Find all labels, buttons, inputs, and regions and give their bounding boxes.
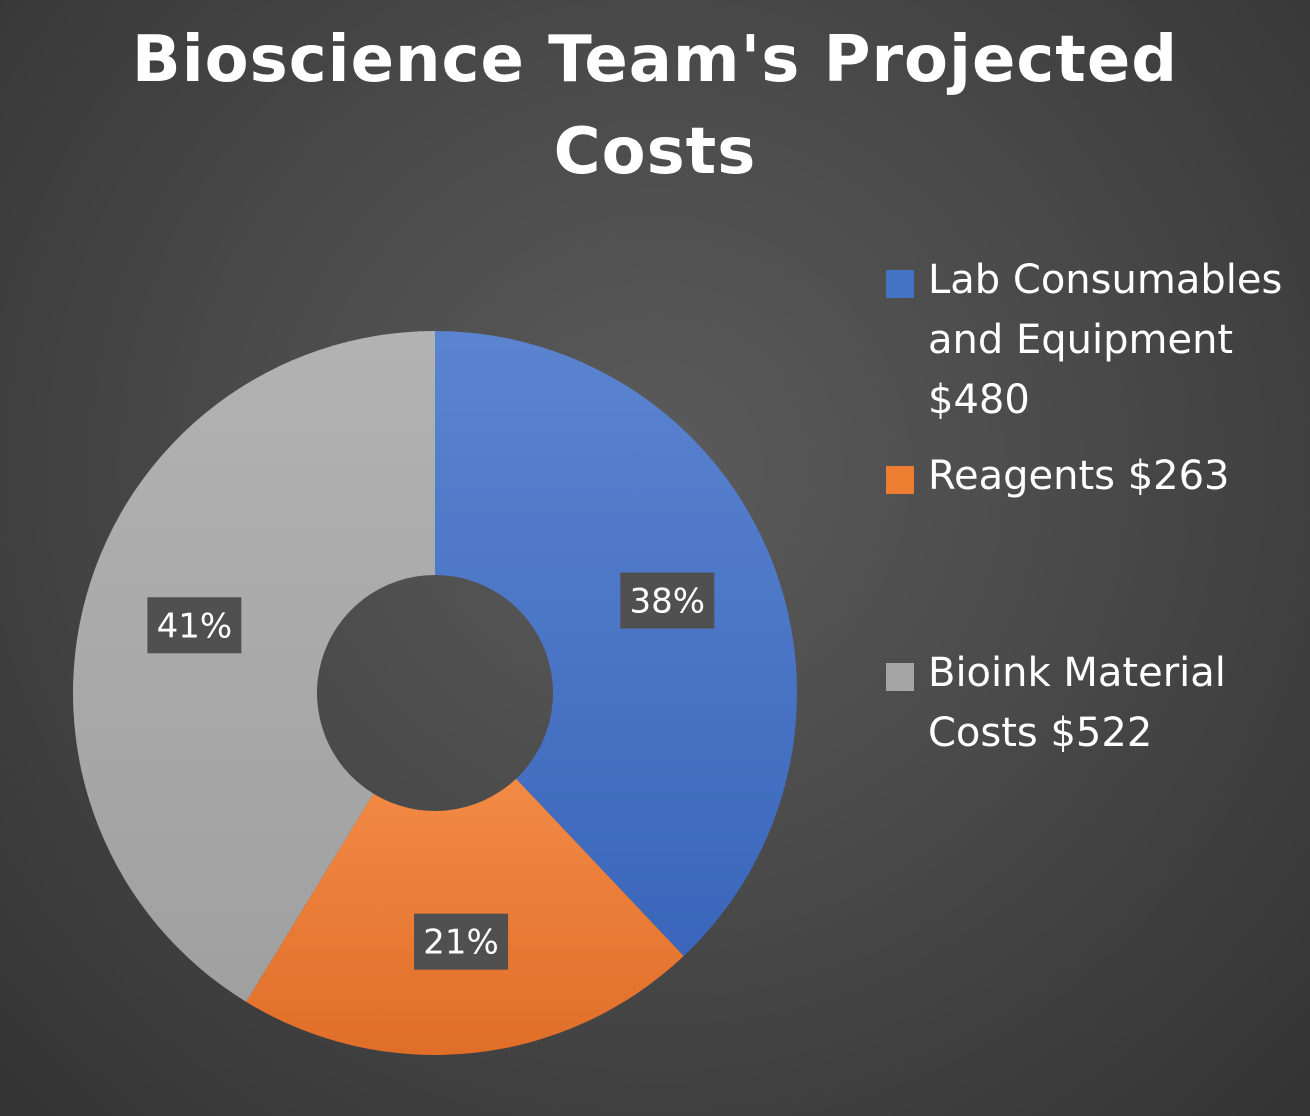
data-label-box-reagents [414, 913, 509, 970]
data-label-lab-consumables: 38% [620, 572, 715, 629]
legend-swatch-bioink [886, 663, 914, 691]
chart-title-line-1: Bioscience Team's Projected [131, 23, 1179, 97]
chart-title-line-2: Costs [553, 115, 757, 189]
data-label-reagents: 21% [414, 913, 509, 970]
legend-item-reagents: Reagents $263 [886, 446, 1288, 506]
donut-slice-bioink [73, 331, 436, 1002]
data-label-bioink: 41% [147, 597, 242, 654]
legend-label-lab-consumables-line-2: and Equipment [928, 317, 1234, 363]
legend-label-lab-consumables: Lab Consumables and Equipment $480 [886, 250, 1288, 430]
data-label-text-lab-consumables: 38% [629, 582, 705, 622]
legend-swatch-lab-consumables [886, 270, 914, 298]
legend-label-bioink: Bioink Material Costs $522 [886, 643, 1288, 763]
donut-slice-lab-consumables [435, 331, 797, 957]
chart-title: Bioscience Team's Projected Costs [0, 14, 1310, 198]
data-label-box-lab-consumables [620, 572, 715, 629]
data-labels: 38% 21% 41% [147, 572, 715, 970]
legend-item-bioink: Bioink Material Costs $522 [886, 643, 1288, 763]
legend-item-lab-consumables: Lab Consumables and Equipment $480 [886, 250, 1288, 430]
legend-label-reagents-line-1: Reagents $263 [928, 453, 1230, 499]
donut-slices [73, 331, 797, 1055]
data-label-text-reagents: 21% [423, 923, 499, 963]
data-label-text-bioink: 41% [157, 606, 233, 646]
legend-swatch-reagents [886, 466, 914, 494]
legend-label-bioink-line-2: Costs $522 [928, 710, 1153, 756]
data-label-box-bioink [147, 597, 242, 654]
legend-label-lab-consumables-line-1: Lab Consumables [928, 257, 1283, 303]
legend-label-lab-consumables-line-3: $480 [928, 377, 1030, 423]
legend-label-reagents: Reagents $263 [886, 446, 1288, 506]
legend-label-bioink-line-1: Bioink Material [928, 650, 1226, 696]
